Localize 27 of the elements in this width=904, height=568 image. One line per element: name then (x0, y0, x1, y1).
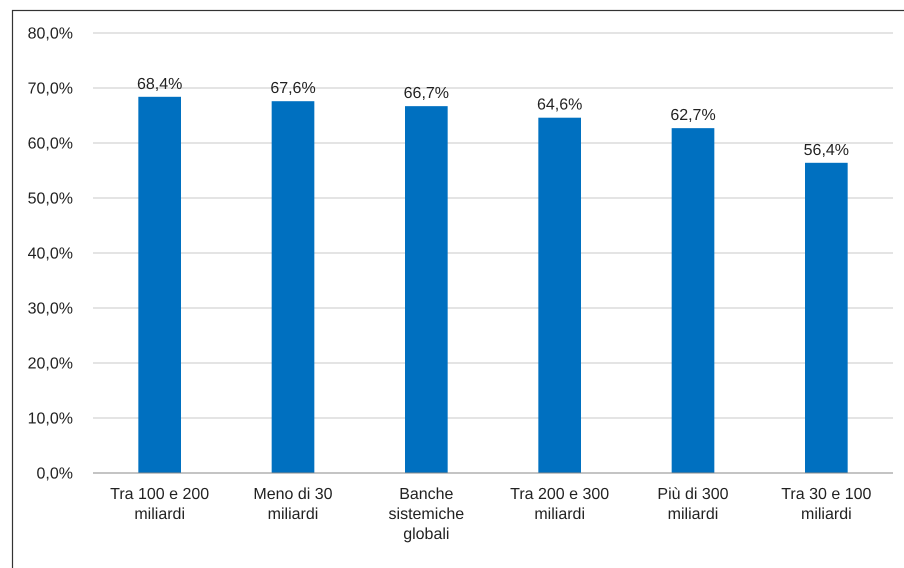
y-tick-label: 0,0% (36, 466, 73, 483)
bar (672, 128, 714, 473)
y-tick-label: 50,0% (28, 190, 73, 208)
data-label: 64,6% (536, 96, 582, 114)
y-tick-label: 60,0% (28, 136, 73, 153)
x-tick-label: Tra 200 e 300 miliardi (510, 486, 610, 523)
y-tick-label: 30,0% (28, 300, 73, 318)
data-label: 66,7% (404, 85, 450, 102)
data-label: 67,6% (270, 80, 316, 98)
data-label: 68,4% (136, 76, 182, 93)
y-tick-label: 70,0% (28, 80, 73, 98)
bar (805, 162, 848, 473)
data-label: 56,4% (804, 142, 850, 159)
x-tick-label: Meno di 30 miliardi (253, 486, 333, 523)
x-tick-label: Tra 100 e 200 miliardi (110, 486, 210, 523)
bar (405, 106, 448, 473)
y-tick-label: 10,0% (28, 410, 73, 428)
y-tick-label: 80,0% (28, 26, 73, 43)
y-tick-label: 20,0% (28, 356, 73, 373)
x-tick-label: Tra 30 e 100 miliardi (781, 486, 872, 523)
x-tick-label: Banche sistemiche globali (388, 486, 464, 543)
x-tick-label: Più di 300 miliardi (657, 486, 729, 523)
y-tick-label: 40,0% (28, 246, 73, 263)
bar (138, 96, 181, 473)
bar (538, 118, 581, 473)
bar (272, 101, 314, 473)
data-label: 62,7% (670, 107, 716, 124)
